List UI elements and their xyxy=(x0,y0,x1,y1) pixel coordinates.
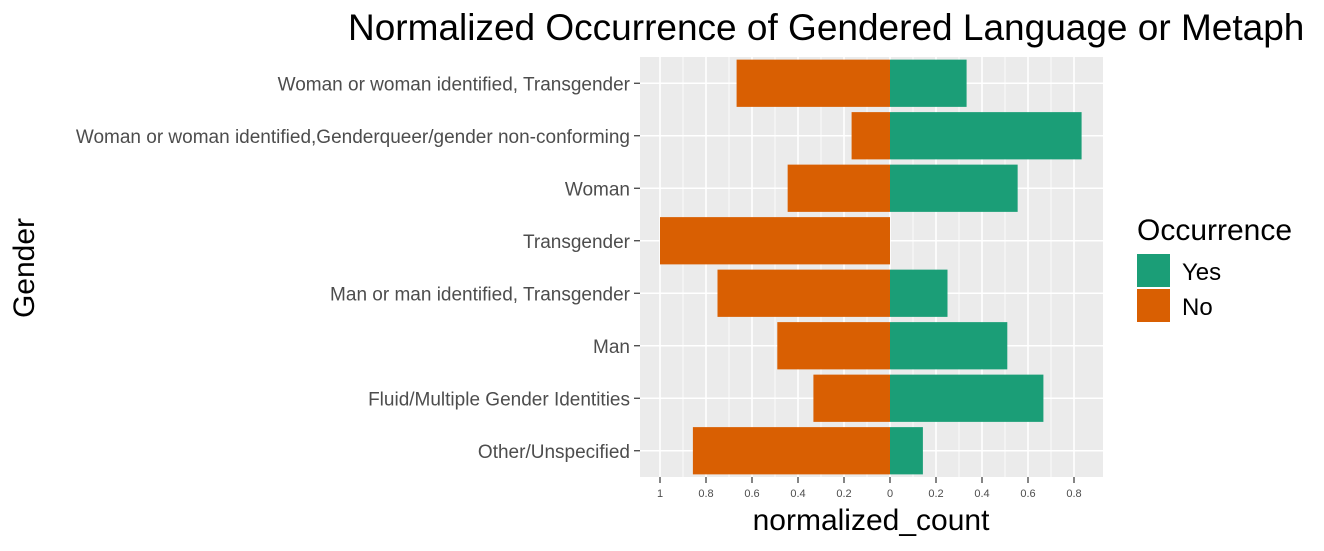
bars xyxy=(660,59,1082,475)
legend-label-no: No xyxy=(1182,294,1213,321)
x-tick-label: 0.8 xyxy=(698,488,713,500)
x-tick-label: 0.4 xyxy=(974,488,989,500)
legend-key-no xyxy=(1137,289,1170,322)
y-tick-label: Transgender xyxy=(523,232,631,253)
x-tick-label: 0.2 xyxy=(836,488,851,500)
x-tick-label: 0.6 xyxy=(1020,488,1035,500)
y-tick-label: Woman xyxy=(565,179,630,200)
bar-yes xyxy=(890,112,1082,160)
bar-no xyxy=(813,374,890,422)
y-tick-label: Man or man identified, Transgender xyxy=(330,284,631,305)
x-tick-label: 0.2 xyxy=(928,488,943,500)
bar-no xyxy=(660,217,890,265)
bar-no xyxy=(851,112,890,160)
bar-yes xyxy=(890,427,923,475)
x-tick-label: 0.4 xyxy=(790,488,805,500)
x-tick-label: 0.6 xyxy=(744,488,759,500)
legend-label-yes: Yes xyxy=(1182,259,1221,286)
y-tick-label: Man xyxy=(593,337,630,358)
x-tick-label: 0 xyxy=(887,488,893,500)
y-tick-label: Woman or woman identified, Transgender xyxy=(278,74,631,95)
y-tick-label: Other/Unspecified xyxy=(478,442,630,463)
x-axis: 1 0.8 0.6 0.4 0.2 0 0.2 0.4 0.6 0.8 xyxy=(657,477,1082,500)
bar-yes xyxy=(890,269,948,317)
bar-no xyxy=(787,164,890,212)
y-axis: Woman or woman identified, Transgender Wo… xyxy=(76,74,640,463)
y-axis-title: Gender xyxy=(8,218,41,318)
legend: Occurrence Yes No xyxy=(1137,214,1292,322)
x-axis-title: normalized_count xyxy=(753,504,990,537)
x-tick-label: 0.8 xyxy=(1066,488,1081,500)
bar-no xyxy=(736,59,890,107)
bar-no xyxy=(777,322,890,370)
legend-key-yes xyxy=(1137,254,1170,287)
x-tick-label: 1 xyxy=(657,488,663,500)
y-tick-label: Woman or woman identified,Genderqueer/ge… xyxy=(76,127,630,148)
bar-yes xyxy=(890,374,1044,422)
y-tick-label: Fluid/Multiple Gender Identities xyxy=(368,389,630,410)
bar-no xyxy=(692,427,890,475)
bar-yes xyxy=(890,164,1018,212)
bar-yes xyxy=(890,59,967,107)
legend-title: Occurrence xyxy=(1137,214,1292,247)
bar-no xyxy=(717,269,890,317)
bar-yes xyxy=(890,322,1008,370)
chart-title: Normalized Occurrence of Gendered Langua… xyxy=(348,7,1304,48)
